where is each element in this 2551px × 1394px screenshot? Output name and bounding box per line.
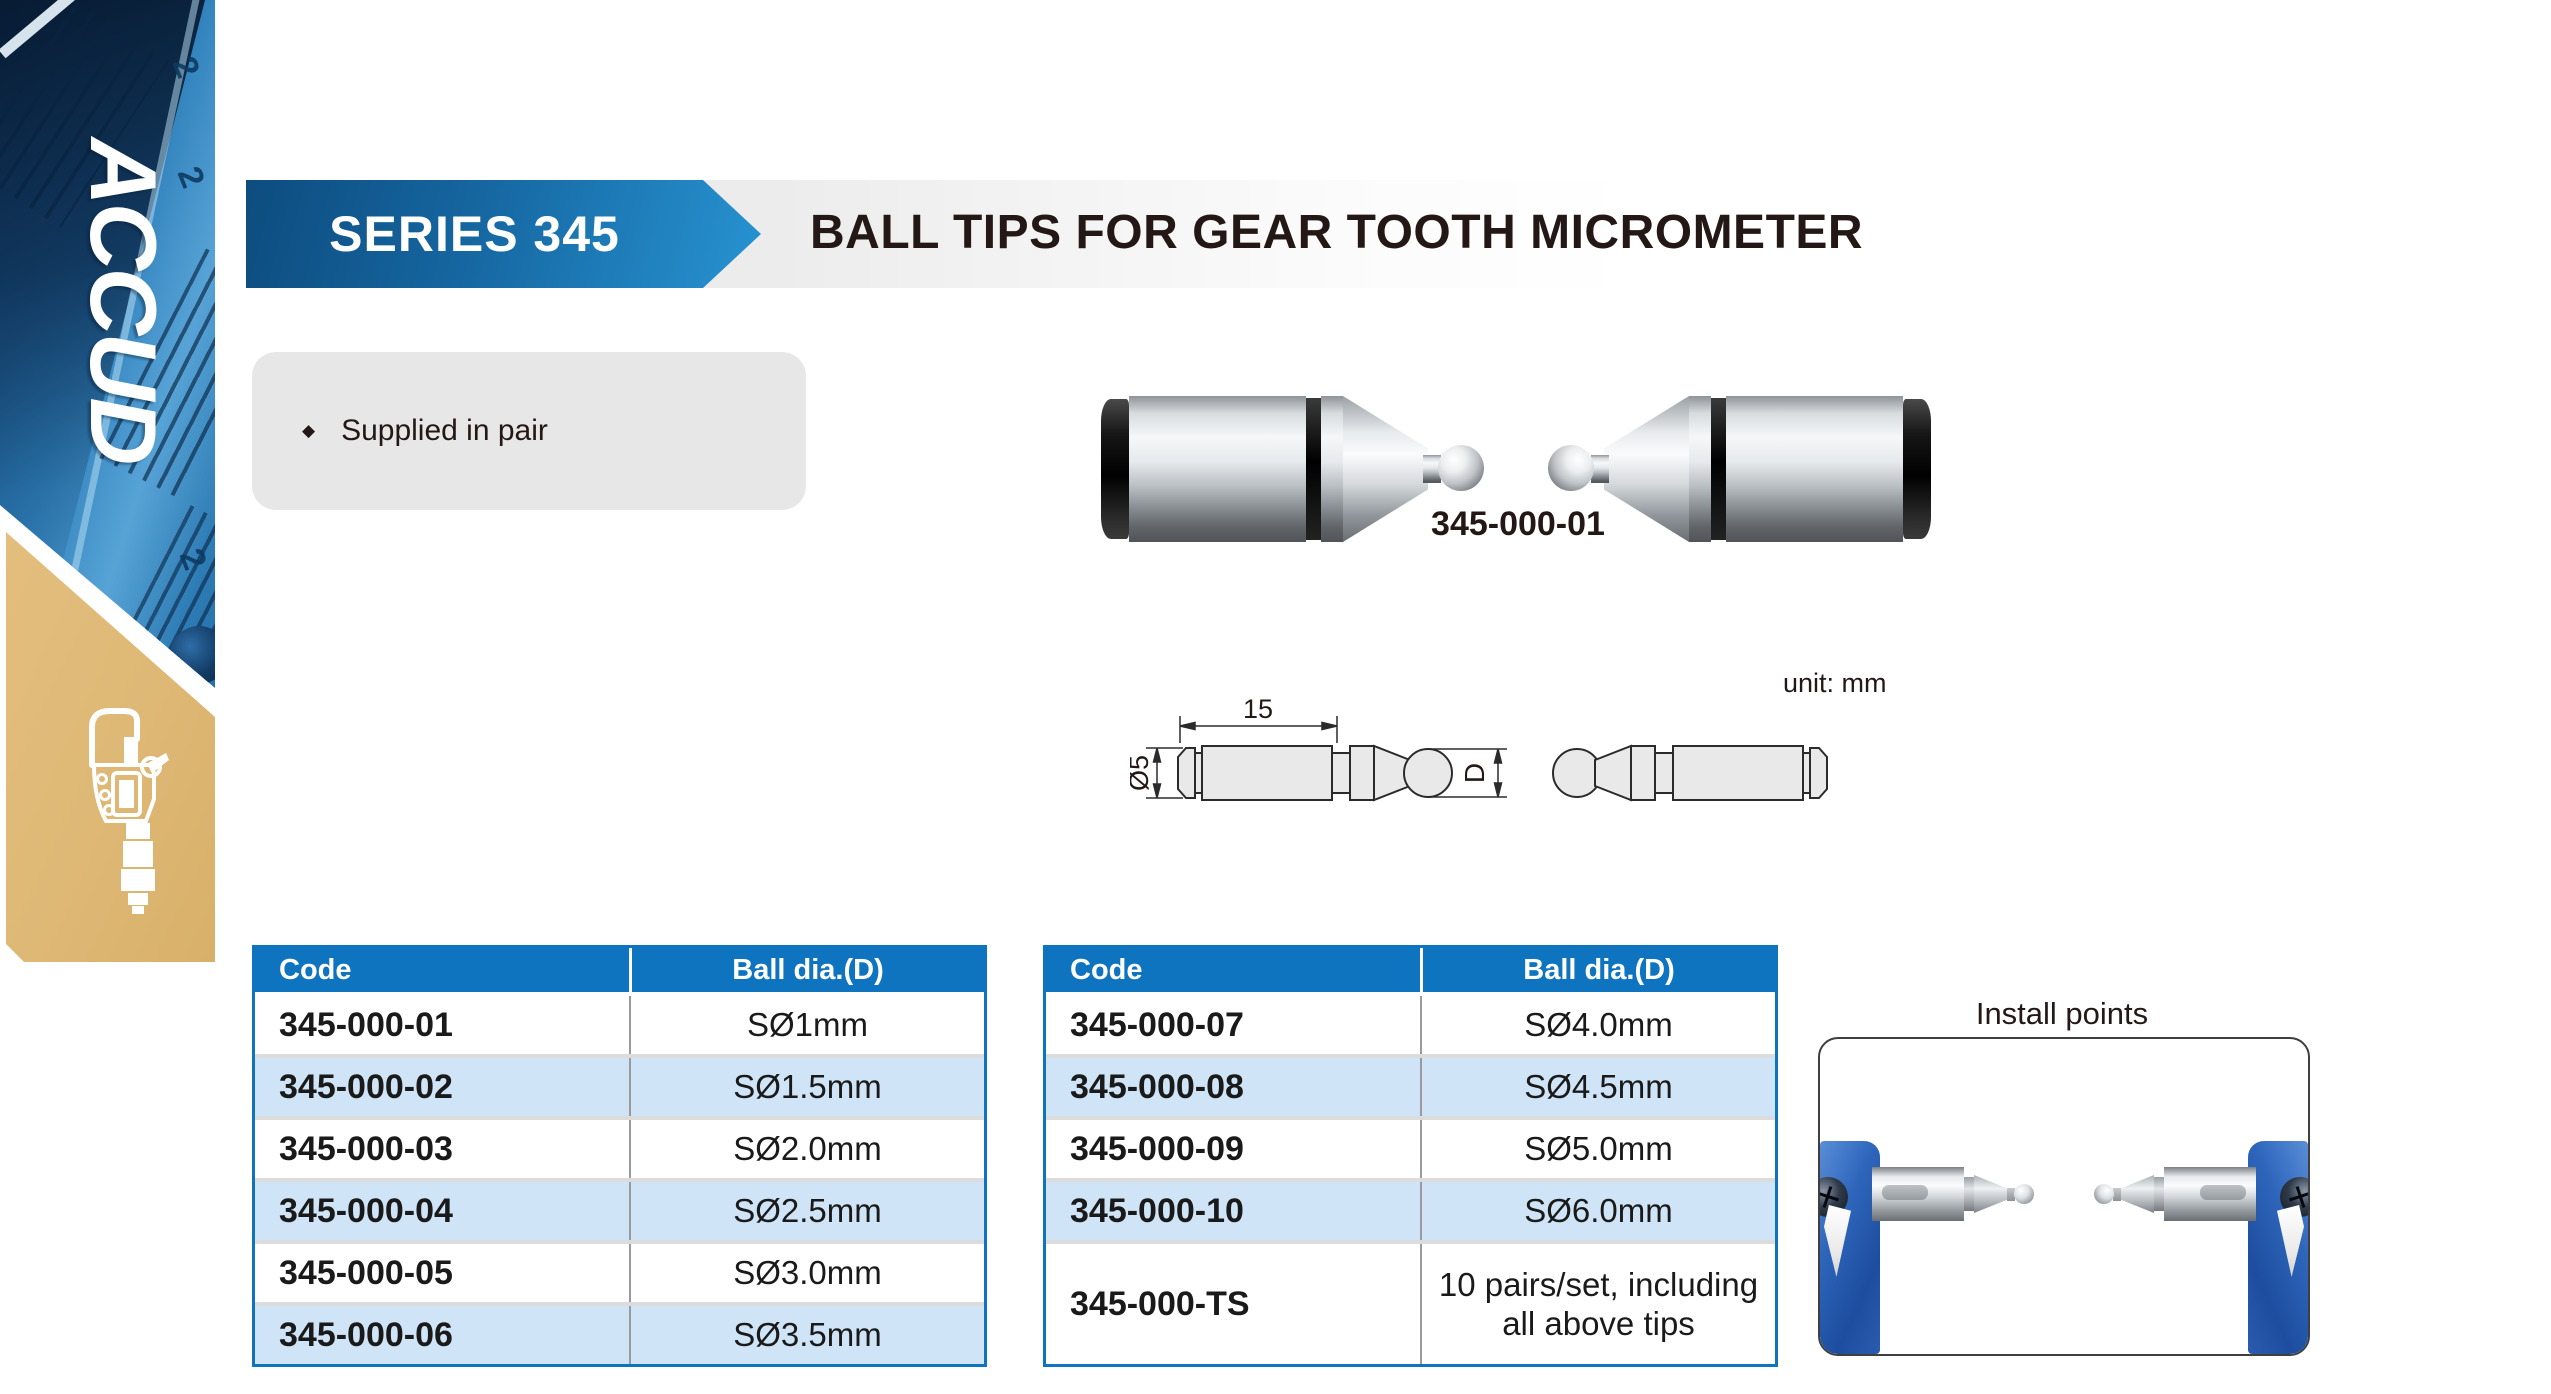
micrometer-anvil-right (2064, 1039, 2308, 1354)
table-row: 345-000-10 SØ6.0mm (1046, 1178, 1775, 1240)
tip-collar (1321, 396, 1343, 542)
table-row: 345-000-08 SØ4.5mm (1046, 1054, 1775, 1116)
spindle-stem (2007, 1188, 2015, 1201)
ball-dia-cell: SØ1.5mm (629, 1058, 984, 1116)
ball-dia-cell: SØ4.0mm (1420, 996, 1775, 1054)
table-row: 345-000-06 SØ3.5mm (255, 1302, 984, 1364)
set-description: 10 pairs/set, including all above tips (1438, 1266, 1759, 1342)
code-cell: 345-000-09 (1070, 1129, 1244, 1168)
drawing-cylinder-left (1201, 745, 1333, 801)
tip-ball (1548, 445, 1594, 491)
ball-dia-cell: SØ2.5mm (629, 1182, 984, 1240)
dim-ball-label: D (1459, 763, 1490, 783)
tip-groove (1306, 398, 1321, 540)
spindle-ball-tip (2094, 1184, 2114, 1204)
code-cell: 345-000-10 (1070, 1191, 1244, 1230)
spindle-step (2154, 1177, 2164, 1211)
code-cell: 345-000-02 (279, 1067, 453, 1106)
tip-ball (1438, 445, 1484, 491)
tip-body (1129, 396, 1306, 542)
code-cell: 345-000-07 (1070, 1005, 1244, 1044)
caliper-screw-detail (170, 626, 215, 684)
code-cell: 345-000-06 (279, 1315, 453, 1354)
dimension-drawing: 15 Ø5 D (1130, 694, 1828, 802)
drawing-cone-right (1594, 744, 1632, 802)
ball-dia-cell: SØ5.0mm (1420, 1120, 1775, 1178)
tip-end-cap (1101, 399, 1129, 539)
product-code-label: 345-000-01 (1431, 505, 1605, 543)
ball-dia-cell: SØ3.0mm (629, 1244, 984, 1302)
ball-dia-cell: SØ2.0mm (629, 1120, 984, 1178)
spindle-ball-tip (2014, 1184, 2034, 1204)
table-row: 345-000-04 SØ2.5mm (255, 1178, 984, 1240)
table-row: 345-000-09 SØ5.0mm (1046, 1116, 1775, 1178)
spindle-cone (1974, 1175, 2008, 1213)
ball-tips-table-1: Code Ball dia.(D) 345-000-01 SØ1mm 345-0… (252, 945, 987, 1367)
column-header-ball-dia: Ball dia.(D) (1420, 948, 1775, 992)
spindle-cone (2120, 1175, 2154, 1213)
dim-shank-label: Ø5 (1130, 755, 1154, 791)
spindle-keyway (2200, 1185, 2246, 1200)
spindle-keyway (1882, 1185, 1928, 1200)
ball-tips-table-2: Code Ball dia.(D) 345-000-07 SØ4.0mm 345… (1043, 945, 1778, 1367)
micrometer-icon (80, 703, 172, 915)
micrometer-frame (1820, 1141, 1880, 1354)
ball-dia-cell: 10 pairs/set, including all above tips (1420, 1244, 1775, 1364)
ball-dia-cell: SØ6.0mm (1420, 1182, 1775, 1240)
table-row: 345-000-02 SØ1.5mm (255, 1054, 984, 1116)
ball-dia-cell: SØ1mm (629, 996, 984, 1054)
diamond-bullet-icon: ◆ (302, 421, 316, 440)
install-points-photo (1818, 1037, 2310, 1356)
series-label: SERIES 345 (329, 206, 620, 262)
feature-text: Supplied in pair (341, 414, 548, 447)
table-header-row: Code Ball dia.(D) (255, 948, 984, 992)
tip-groove (1711, 398, 1726, 540)
tip-end-cap (1903, 399, 1931, 539)
code-cell: 345-000-TS (1070, 1284, 1250, 1323)
code-cell: 345-000-08 (1070, 1067, 1244, 1106)
spindle-stem (2113, 1188, 2121, 1201)
table-row: 345-000-01 SØ1mm (255, 992, 984, 1054)
page-title: BALL TIPS FOR GEAR TOOTH MICROMETER (810, 206, 1864, 259)
brand-logo: ACCUD (71, 137, 176, 463)
code-cell: 345-000-05 (279, 1253, 453, 1292)
tip-body (1726, 396, 1903, 542)
code-cell: 345-000-04 (279, 1191, 453, 1230)
drawing-cap-right (1809, 747, 1828, 799)
dim-length-label: 15 (1243, 694, 1273, 724)
table-row: 345-000-05 SØ3.0mm (255, 1240, 984, 1302)
drawing-cylinder-right (1672, 745, 1804, 801)
micrometer-frame (2248, 1141, 2308, 1354)
tip-stem (1423, 455, 1441, 483)
ball-dia-cell: SØ4.5mm (1420, 1058, 1775, 1116)
drawing-ball-left (1403, 748, 1453, 798)
tip-collar (1689, 396, 1711, 542)
code-cell: 345-000-03 (279, 1129, 453, 1168)
unit-note: unit: mm (1783, 668, 1887, 698)
ball-tip-photo-left (1101, 396, 1485, 542)
install-points-title: Install points (1975, 996, 2149, 1031)
ball-dia-cell: SØ3.5mm (629, 1306, 984, 1364)
table-row: 345-000-03 SØ2.0mm (255, 1116, 984, 1178)
drawing-cap-left (1177, 747, 1196, 799)
feature-box: ◆ Supplied in pair (252, 352, 806, 510)
table-row: 345-000-07 SØ4.0mm (1046, 992, 1775, 1054)
spindle-step (1964, 1177, 1974, 1211)
code-cell: 345-000-01 (279, 1005, 453, 1044)
column-header-ball-dia: Ball dia.(D) (629, 948, 984, 992)
column-header-code: Code (1070, 954, 1143, 986)
table-row: 345-000-TS 10 pairs/set, including all a… (1046, 1240, 1775, 1364)
table-header-row: Code Ball dia.(D) (1046, 948, 1775, 992)
drawing-ball-right (1552, 748, 1602, 798)
column-header-code: Code (279, 954, 352, 986)
series-arrow-banner (246, 180, 761, 288)
micrometer-anvil-left (1820, 1039, 2064, 1354)
